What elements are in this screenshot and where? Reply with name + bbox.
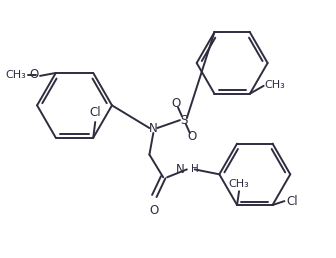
Text: CH₃: CH₃ <box>5 70 26 80</box>
Text: Cl: Cl <box>286 195 298 208</box>
Text: O: O <box>150 204 159 217</box>
Text: S: S <box>180 114 187 127</box>
Text: O: O <box>187 130 196 143</box>
Text: CH₃: CH₃ <box>265 80 285 90</box>
Text: CH₃: CH₃ <box>229 179 249 189</box>
Text: H: H <box>191 164 199 174</box>
Text: Cl: Cl <box>89 106 101 119</box>
Text: N: N <box>176 163 185 176</box>
Text: O: O <box>171 97 181 110</box>
Text: N: N <box>149 122 158 134</box>
Text: O: O <box>30 68 39 82</box>
